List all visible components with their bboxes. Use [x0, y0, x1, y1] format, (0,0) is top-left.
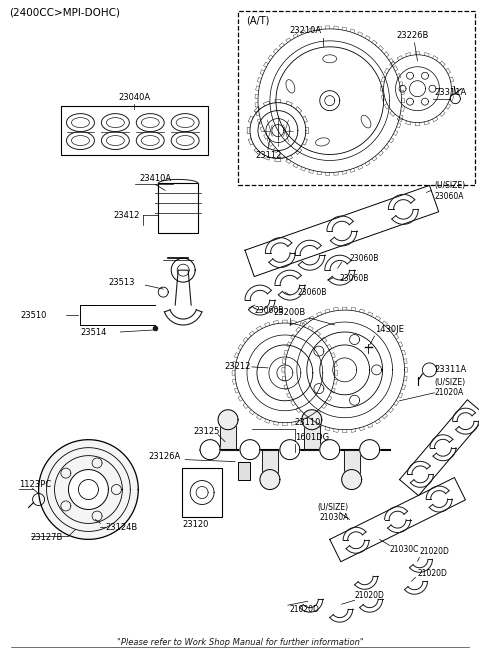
Polygon shape: [69, 470, 108, 510]
Polygon shape: [344, 449, 360, 479]
Polygon shape: [302, 410, 322, 430]
Ellipse shape: [136, 113, 164, 132]
Text: 23513: 23513: [108, 278, 135, 287]
Text: 23120: 23120: [182, 520, 208, 529]
Ellipse shape: [101, 132, 129, 149]
Ellipse shape: [176, 118, 194, 128]
Polygon shape: [360, 440, 380, 460]
Ellipse shape: [141, 118, 159, 128]
Text: (2400CC>MPI-DOHC): (2400CC>MPI-DOHC): [9, 8, 120, 18]
Bar: [158, 183, 198, 233]
Ellipse shape: [286, 80, 295, 93]
Text: 21020D: 21020D: [418, 569, 447, 578]
Polygon shape: [218, 410, 238, 430]
Text: 23510: 23510: [21, 310, 47, 320]
Ellipse shape: [361, 115, 371, 128]
Text: 23226B: 23226B: [396, 31, 429, 41]
Ellipse shape: [315, 138, 329, 146]
Polygon shape: [262, 449, 278, 479]
Text: 23060B: 23060B: [340, 274, 369, 283]
Ellipse shape: [176, 136, 194, 145]
Text: 21020A: 21020A: [434, 388, 464, 398]
Ellipse shape: [72, 118, 89, 128]
Polygon shape: [342, 470, 361, 489]
Ellipse shape: [171, 113, 199, 132]
Ellipse shape: [171, 132, 199, 149]
Text: 23412: 23412: [113, 211, 140, 220]
Text: 21020D: 21020D: [290, 605, 320, 614]
Text: 23210A: 23210A: [290, 26, 322, 35]
Text: 1430JE: 1430JE: [374, 326, 404, 335]
Ellipse shape: [72, 136, 89, 145]
Text: 23126A: 23126A: [148, 452, 180, 461]
Text: 23125: 23125: [193, 427, 219, 436]
Text: 23311A: 23311A: [434, 88, 467, 97]
Ellipse shape: [107, 118, 124, 128]
Text: (U/SIZE): (U/SIZE): [434, 181, 466, 190]
Polygon shape: [320, 440, 340, 460]
Ellipse shape: [107, 136, 124, 145]
Text: 1601DG: 1601DG: [295, 433, 329, 442]
Ellipse shape: [136, 132, 164, 149]
Text: 23110: 23110: [295, 419, 321, 427]
Text: 23060A: 23060A: [434, 192, 464, 201]
Bar: [60, 105, 208, 155]
Bar: [182, 468, 222, 517]
Text: 23212: 23212: [224, 362, 251, 371]
Ellipse shape: [141, 136, 159, 145]
Polygon shape: [38, 440, 138, 539]
Text: 23060B: 23060B: [255, 305, 284, 314]
Text: 23060B: 23060B: [350, 253, 379, 263]
Text: "Please refer to Work Shop Manual for further information": "Please refer to Work Shop Manual for fu…: [117, 637, 363, 646]
Text: 21020D: 21020D: [420, 547, 449, 556]
Text: 23410A: 23410A: [139, 174, 171, 183]
Polygon shape: [220, 420, 236, 449]
Ellipse shape: [67, 132, 95, 149]
Polygon shape: [200, 440, 220, 460]
Text: 21030A: 21030A: [320, 513, 349, 522]
Text: 23112: 23112: [255, 151, 281, 160]
Polygon shape: [260, 470, 280, 489]
Ellipse shape: [67, 113, 95, 132]
Text: 21020D: 21020D: [355, 591, 384, 600]
Text: (U/SIZE): (U/SIZE): [434, 379, 466, 387]
Text: 23127B: 23127B: [31, 533, 63, 542]
Text: 23040A: 23040A: [118, 93, 150, 102]
Text: 23200B: 23200B: [274, 308, 306, 316]
Bar: [238, 462, 250, 479]
Ellipse shape: [101, 113, 129, 132]
Bar: [238, 11, 475, 185]
Text: 21030C: 21030C: [390, 545, 419, 554]
Text: 23060B: 23060B: [298, 288, 327, 297]
Text: 23124B: 23124B: [106, 523, 138, 532]
Polygon shape: [240, 440, 260, 460]
Ellipse shape: [323, 55, 336, 63]
Polygon shape: [280, 440, 300, 460]
Polygon shape: [304, 420, 320, 449]
Text: (U/SIZE): (U/SIZE): [318, 503, 349, 512]
Text: 23514: 23514: [81, 329, 107, 337]
Text: 23311A: 23311A: [434, 365, 467, 375]
Text: 1123PC: 1123PC: [19, 480, 51, 489]
Text: (A/T): (A/T): [246, 16, 269, 26]
